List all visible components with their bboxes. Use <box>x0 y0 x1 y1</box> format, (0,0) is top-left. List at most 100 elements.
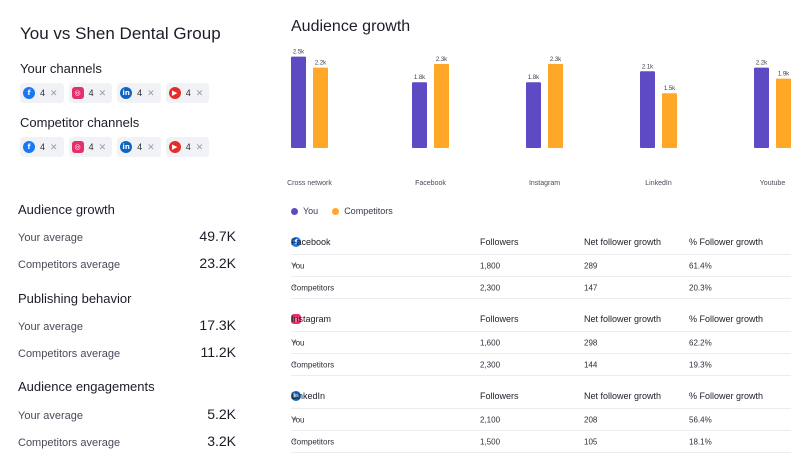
your-chip-youtube[interactable]: ▶ 4 ✕ <box>165 83 210 103</box>
bar-value-label: 2.5k <box>293 50 305 56</box>
net-growth-value: 289 <box>584 261 598 270</box>
bar-you-linkedin[interactable] <box>640 71 655 148</box>
table-row[interactable]: ▼ You 1,600 298 62.2% <box>291 332 791 354</box>
chip-count: 4 <box>88 142 94 152</box>
page-title: You vs Shen Dental Group <box>20 24 221 43</box>
net-growth-value: 105 <box>584 437 598 446</box>
remove-icon[interactable]: ✕ <box>98 87 107 98</box>
remove-icon[interactable]: ✕ <box>98 141 107 152</box>
x-tick-label: Cross network <box>287 180 332 187</box>
your-chip-linkedin[interactable]: in 4 ✕ <box>117 83 161 103</box>
followers-value: 1,500 <box>480 437 501 446</box>
chevron-down-icon[interactable]: ▼ <box>292 361 298 368</box>
remove-icon[interactable]: ✕ <box>147 141 155 152</box>
pct-growth-value: 62.2% <box>689 338 712 347</box>
competitor-chip-facebook[interactable]: f 4 ✕ <box>20 137 64 157</box>
pct-growth-value: 61.4% <box>689 261 712 270</box>
publishing-your-row: Your average 17.3K <box>18 317 236 333</box>
chip-count: 4 <box>40 88 46 98</box>
stat-value: 11.2K <box>200 344 236 360</box>
bar-value-label: 2.1k <box>642 64 654 70</box>
bar-competitors-cross-network[interactable] <box>313 67 328 148</box>
engagements-your-row: Your average 5.2K <box>18 406 236 422</box>
header-net-growth: Net follower growth <box>584 237 662 247</box>
audience-growth-heading: Audience growth <box>18 202 115 217</box>
facebook-icon: f <box>23 141 35 153</box>
facebook-table: f Facebook Followers Net follower growth… <box>291 230 791 299</box>
net-growth-value: 208 <box>584 415 598 424</box>
remove-icon[interactable]: ✕ <box>50 87 58 98</box>
followers-value: 2,300 <box>480 360 501 369</box>
competitor-chip-instagram[interactable]: ◎ 4 ✕ <box>68 137 113 157</box>
chevron-down-icon[interactable]: ▼ <box>292 284 298 291</box>
chevron-down-icon[interactable]: ▼ <box>292 339 298 346</box>
header-followers: Followers <box>480 314 519 324</box>
bar-value-label: 2.2k <box>315 61 327 67</box>
publishing-heading: Publishing behavior <box>18 291 132 306</box>
linkedin-table: in LinkedIn Followers Net follower growt… <box>291 384 791 453</box>
header-pct-growth: % Follower growth <box>689 314 764 324</box>
chart-legend: You Competitors <box>291 206 393 216</box>
bar-value-label: 1.8k <box>528 75 540 81</box>
table-row[interactable]: ▼ You 2,100 208 56.4% <box>291 409 791 431</box>
legend-competitors[interactable]: Competitors <box>332 206 393 216</box>
stat-value: 17.3K <box>199 317 236 333</box>
remove-icon[interactable]: ✕ <box>195 141 204 152</box>
your-channels-chips: f 4 ✕ ◎ 4 ✕ in 4 ✕ ▶ 4 ✕ <box>20 83 210 103</box>
bar-competitors-facebook[interactable] <box>434 63 449 148</box>
chevron-down-icon[interactable]: ▼ <box>292 416 298 423</box>
followers-value: 1,600 <box>480 338 501 347</box>
stat-value: 23.2K <box>199 255 236 271</box>
bar-competitors-youtube[interactable] <box>776 78 791 148</box>
bar-value-label: 2.2k <box>756 61 768 67</box>
stat-label: Your average <box>18 410 84 422</box>
instagram-icon: ◎ <box>71 87 84 99</box>
bar-value-label: 2.3k <box>550 57 562 63</box>
x-tick-label: Facebook <box>415 180 446 187</box>
stat-label: Competitors average <box>18 348 121 360</box>
remove-icon[interactable]: ✕ <box>147 87 155 98</box>
stat-label: Your average <box>18 232 84 244</box>
your-chip-instagram[interactable]: ◎ 4 ✕ <box>68 83 113 103</box>
bar-you-youtube[interactable] <box>754 67 769 148</box>
pct-growth-value: 18.1% <box>689 437 712 446</box>
x-tick-label: LinkedIn <box>645 180 672 187</box>
legend-you[interactable]: You <box>291 206 318 216</box>
row-label: You <box>291 261 305 270</box>
facebook-icon: f <box>23 87 35 99</box>
table-row[interactable]: ▼ You 1,800 289 61.4% <box>291 255 791 277</box>
audience-growth-chart: 2.5k 2.2k Cross network 1.8k 2.3k Facebook 1.8… <box>287 50 791 187</box>
followers-value: 2,100 <box>480 415 501 424</box>
summary-panel: You vs Shen Dental Group Your channels f… <box>0 0 255 470</box>
table-row[interactable]: ▼ Competitors 2,300 147 20.3% <box>291 277 791 299</box>
competitor-chip-linkedin[interactable]: in 4 ✕ <box>117 137 161 157</box>
network-name: LinkedIn <box>291 391 326 401</box>
row-label: Competitors <box>291 283 335 292</box>
row-label: Competitors <box>291 360 335 369</box>
remove-icon[interactable]: ✕ <box>50 141 58 152</box>
audience-growth-comp-row: Competitors average 23.2K <box>18 255 236 271</box>
table-header: f Facebook Followers Net follower growth… <box>291 230 791 255</box>
table-row[interactable]: ▼ Competitors 1,500 105 18.1% <box>291 431 791 453</box>
bar-you-instagram[interactable] <box>526 82 541 148</box>
your-chip-facebook[interactable]: f 4 ✕ <box>20 83 64 103</box>
x-tick-label: Youtube <box>760 180 786 187</box>
you-dot-icon <box>291 207 298 215</box>
competitor-channels-chips: f 4 ✕ ◎ 4 ✕ in 4 ✕ ▶ 4 ✕ <box>20 137 210 157</box>
header-net-growth: Net follower growth <box>584 391 662 401</box>
remove-icon[interactable]: ✕ <box>195 87 204 98</box>
bar-competitors-instagram[interactable] <box>548 63 563 148</box>
publishing-comp-row: Competitors average 11.2K <box>18 344 236 360</box>
pct-growth-value: 19.3% <box>689 360 712 369</box>
bar-you-cross-network[interactable] <box>291 56 306 148</box>
competitor-chip-youtube[interactable]: ▶ 4 ✕ <box>165 137 210 157</box>
bar-you-facebook[interactable] <box>412 82 427 148</box>
competitors-dot-icon <box>332 207 340 215</box>
stat-label: Competitors average <box>18 259 121 271</box>
bar-competitors-linkedin[interactable] <box>662 93 677 148</box>
table-row[interactable]: ▼ Competitors 2,300 144 19.3% <box>291 354 791 376</box>
chevron-down-icon[interactable]: ▼ <box>292 438 298 445</box>
competitor-channels-label: Competitor channels <box>20 115 140 130</box>
chevron-down-icon[interactable]: ▼ <box>292 262 298 269</box>
chip-count: 4 <box>88 88 94 98</box>
